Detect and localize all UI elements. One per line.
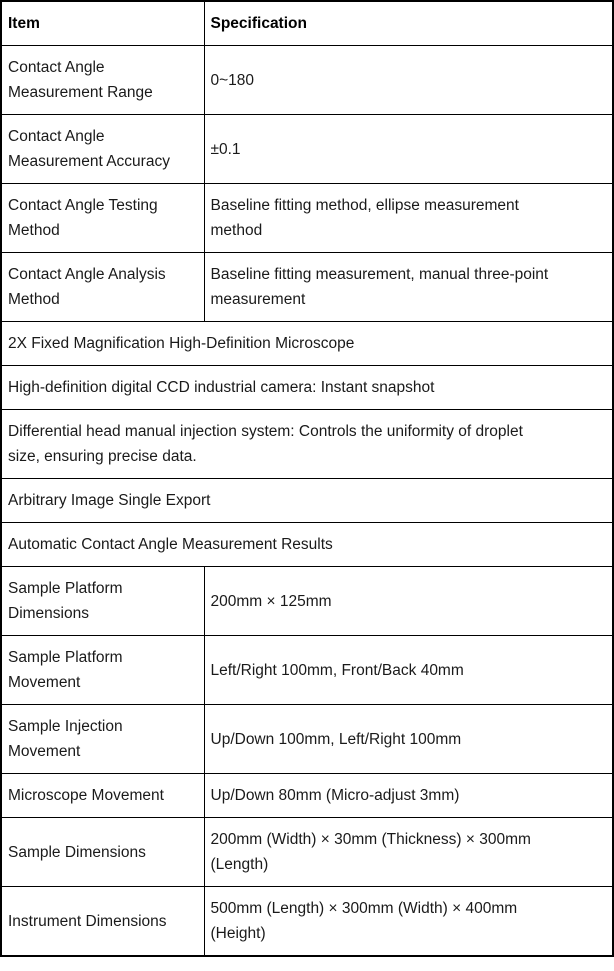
spec-cell: Up/Down 80mm (Micro-adjust 3mm) — [203, 773, 614, 818]
full-width-cell: High-definition digital CCD industrial c… — [0, 365, 614, 410]
spec-cell: Left/Right 100mm, Front/Back 40mm — [203, 635, 614, 705]
table-row: 2X Fixed Magnification High-Definition M… — [0, 321, 614, 366]
item-cell: Contact Angle Measurement Accuracy — [0, 114, 205, 184]
full-width-cell: Arbitrary Image Single Export — [0, 478, 614, 523]
header-row: Item Specification — [0, 0, 614, 46]
table-row: Contact Angle Analysis Method Baseline fi… — [0, 252, 614, 322]
table-row: Automatic Contact Angle Measurement Resu… — [0, 522, 614, 567]
table-row: Instrument Dimensions 500mm (Length) × 30… — [0, 886, 614, 957]
item-cell: Instrument Dimensions — [0, 886, 205, 957]
table-body: Contact Angle Measurement Range 0~180 Cont… — [0, 45, 614, 957]
item-cell: Sample Platform Dimensions — [0, 566, 205, 636]
spec-cell: Up/Down 100mm, Left/Right 100mm — [203, 704, 614, 774]
item-cell: Sample Dimensions — [0, 817, 205, 887]
table-row: Sample Platform Dimensions 200mm × 125mm — [0, 566, 614, 636]
item-cell: Sample Platform Movement — [0, 635, 205, 705]
item-cell: Contact Angle Measurement Range — [0, 45, 205, 115]
item-column-header: Item — [0, 0, 205, 46]
item-cell: Sample Injection Movement — [0, 704, 205, 774]
full-width-cell: Differential head manual injection syste… — [0, 409, 614, 479]
full-width-cell: Automatic Contact Angle Measurement Resu… — [0, 522, 614, 567]
table-row: Contact Angle Measurement Accuracy ±0.1 — [0, 114, 614, 184]
table-row: Differential head manual injection syste… — [0, 409, 614, 479]
spec-cell: 200mm (Width) × 30mm (Thickness) × 300mm… — [203, 817, 614, 887]
table-row: Sample Injection Movement Up/Down 100mm, … — [0, 704, 614, 774]
spec-cell: 500mm (Length) × 300mm (Width) × 400mm (… — [203, 886, 614, 957]
item-cell: Contact Angle Testing Method — [0, 183, 205, 253]
table-row: Contact Angle Measurement Range 0~180 — [0, 45, 614, 115]
spec-cell: Baseline fitting method, ellipse measure… — [203, 183, 614, 253]
full-width-cell: 2X Fixed Magnification High-Definition M… — [0, 321, 614, 366]
spec-cell: 200mm × 125mm — [203, 566, 614, 636]
spec-cell: ±0.1 — [203, 114, 614, 184]
table-row: High-definition digital CCD industrial c… — [0, 365, 614, 410]
spec-cell: Baseline fitting measurement, manual thr… — [203, 252, 614, 322]
table-row: Arbitrary Image Single Export — [0, 478, 614, 523]
table-row: Contact Angle Testing Method Baseline fit… — [0, 183, 614, 253]
item-cell: Microscope Movement — [0, 773, 205, 818]
specification-column-header: Specification — [203, 0, 614, 46]
table-row: Sample Platform Movement Left/Right 100mm… — [0, 635, 614, 705]
item-cell: Contact Angle Analysis Method — [0, 252, 205, 322]
table-row: Sample Dimensions 200mm (Width) × 30mm (T… — [0, 817, 614, 887]
spec-cell: 0~180 — [203, 45, 614, 115]
table-row: Microscope Movement Up/Down 80mm (Micro-a… — [0, 773, 614, 818]
